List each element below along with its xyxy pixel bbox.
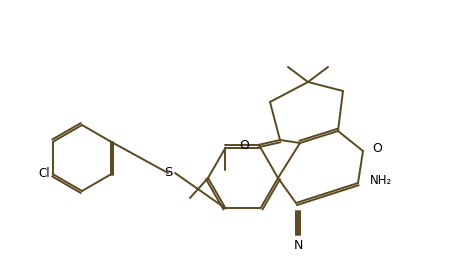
Text: S: S	[163, 166, 172, 179]
Text: NH₂: NH₂	[369, 174, 391, 188]
Text: O: O	[239, 139, 249, 151]
Text: Cl: Cl	[39, 167, 51, 180]
Text: N: N	[293, 239, 302, 252]
Text: O: O	[371, 141, 381, 155]
